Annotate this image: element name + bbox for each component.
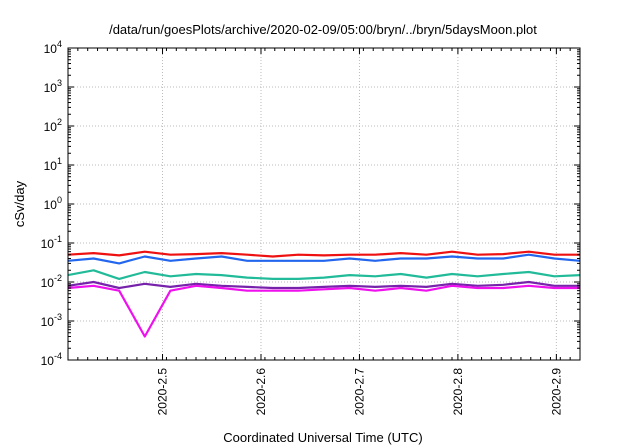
y-tick-label: 104	[44, 39, 62, 56]
y-tick-label: 103	[44, 78, 62, 95]
y-tick-label: 10-1	[41, 234, 62, 251]
y-tick-label: 100	[44, 195, 62, 212]
y-tick-label: 10-4	[41, 351, 62, 368]
x-tick-label: 2020-2.5	[156, 368, 170, 416]
x-tick-label: 2020-2.8	[451, 368, 465, 416]
x-tick-label: 2020-2.7	[352, 368, 366, 416]
chart-title: /data/run/goesPlots/archive/2020-02-09/0…	[109, 22, 537, 37]
series-line-4	[67, 280, 580, 290]
x-tick-label: 2020-2.9	[549, 368, 563, 416]
series-line-3	[67, 269, 581, 280]
x-axis: 2020-2.5 2020-2.6 2020-2.7 2020-2.8 2020-2.9	[67, 48, 581, 416]
y-axis: 10-4 10-3 10-2 10-1 100 101 102 103 104	[41, 39, 580, 368]
y-tick-label: 101	[44, 156, 62, 173]
y-tick-label: 10-3	[41, 312, 62, 329]
series-line-5	[67, 284, 580, 338]
x-tick-label: 2020-2.6	[254, 368, 268, 416]
series-group	[67, 250, 581, 338]
x-axis-label: Coordinated Universal Time (UTC)	[223, 430, 422, 445]
grid	[68, 48, 580, 360]
series-line-1	[67, 250, 580, 258]
y-tick-label: 10-2	[41, 273, 62, 290]
series-line-2	[67, 253, 581, 265]
y-axis-label: cSv/day	[12, 180, 27, 227]
y-tick-label: 102	[44, 117, 62, 134]
